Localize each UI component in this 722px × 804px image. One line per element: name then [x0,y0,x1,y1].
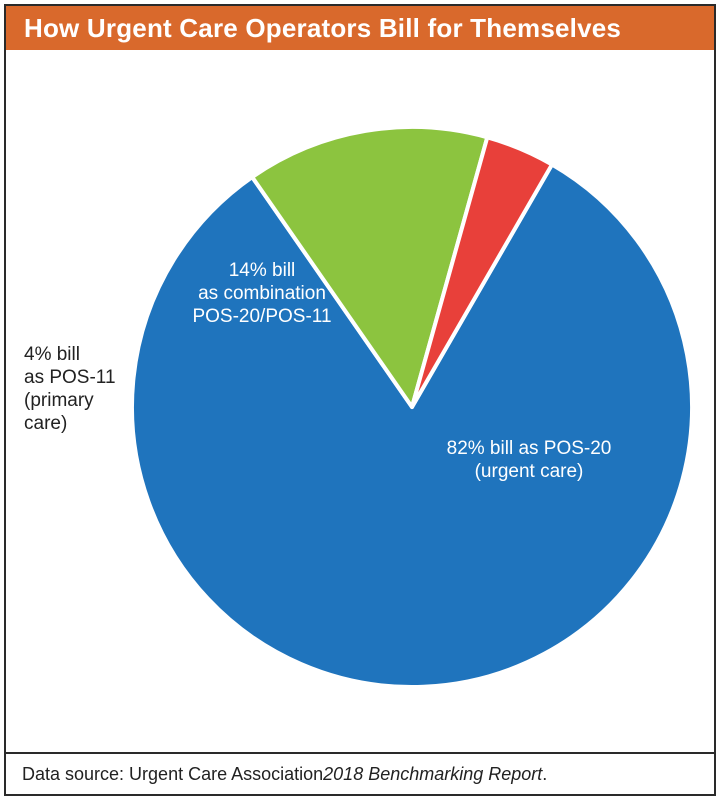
slice-label-0: 82% bill as POS-20 (urgent care) [447,438,612,482]
slice-label-line: as POS-11 [24,367,116,388]
slice-label-line: (primary [24,390,94,411]
slice-label-line: POS-20/POS-11 [192,306,331,327]
slice-label-line: as combination [198,283,326,304]
slice-label-1: 14% bill as combination POS-20/POS-11 [192,260,331,327]
slice-label-line: 82% bill as POS-20 [447,438,612,459]
chart-title: How Urgent Care Operators Bill for Thems… [6,6,714,50]
slice-label-2: 4% bill as POS-11 (primary care) [24,344,116,434]
slice-label-line: 4% bill [24,344,80,365]
footer-prefix: Data source: Urgent Care Association [22,763,324,784]
pie-slice-1 [250,125,490,409]
slice-label-line: care) [24,413,67,434]
pie-slice-0 [130,162,694,689]
data-source-footer: Data source: Urgent Care Association 201… [6,752,714,794]
pie-chart: 82% bill as POS-20 (urgent care)14% bill a… [24,125,694,689]
chart-frame: How Urgent Care Operators Bill for Thems… [4,4,716,796]
pie-slice-2 [410,135,554,409]
slice-label-line: (urgent care) [475,461,584,482]
footer-suffix: . [542,763,548,784]
slice-label-line: 14% bill [229,260,296,281]
chart-area: 82% bill as POS-20 (urgent care) 14% bill a… [6,50,714,755]
footer-report-name: 2018 Benchmarking Report [323,763,543,784]
